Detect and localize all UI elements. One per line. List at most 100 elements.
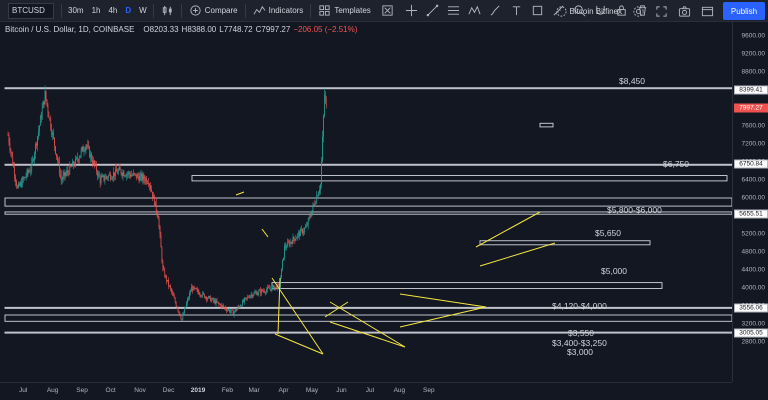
annotation-4120-4000: $4,120-$4,000 [552, 301, 607, 311]
compare-button[interactable]: Compare [184, 0, 243, 22]
price-tick: 8800.00 [741, 68, 766, 76]
price-tick: 4400.00 [741, 266, 766, 274]
magnet-icon[interactable] [594, 4, 607, 17]
candle-body [291, 242, 293, 244]
interval-30m[interactable]: 30m [68, 6, 84, 15]
candle-body [134, 172, 135, 174]
layout-button[interactable] [696, 0, 719, 22]
candle-body [68, 172, 70, 175]
candle-body [37, 136, 38, 146]
fullscreen-button[interactable] [650, 0, 673, 22]
time-tick: Apr [278, 387, 289, 394]
candle-body [218, 302, 220, 304]
candle-body [64, 172, 66, 176]
candle-body [244, 298, 245, 302]
candle-body [89, 147, 91, 158]
snapshot-button[interactable] [673, 0, 696, 22]
candle-body [147, 182, 148, 184]
fx-button[interactable] [376, 0, 399, 22]
candle-body [117, 170, 119, 174]
candle-body [206, 296, 207, 300]
candle-body [57, 156, 58, 161]
top-toolbar: 30m 1h 4h D W Compare Indicators Templat… [0, 0, 768, 22]
price-tick: 7600.00 [741, 122, 766, 130]
templates-button[interactable]: Templates [313, 0, 375, 22]
time-tick: Jul [365, 387, 375, 394]
time-tick: Sep [76, 387, 88, 394]
legend-high: H8388.00 [181, 25, 217, 34]
price-chart-svg[interactable] [0, 22, 732, 382]
candle-body [85, 145, 87, 151]
lock-icon[interactable] [615, 4, 628, 17]
candle-body [150, 185, 151, 190]
toolbar-divider [244, 3, 246, 18]
crosshair-icon[interactable] [405, 4, 418, 17]
candle-body [83, 150, 85, 152]
drawing-wedge-left [277, 277, 281, 335]
candle-body [249, 295, 251, 298]
candle-body [322, 136, 323, 162]
time-tick: Aug [393, 387, 406, 394]
shape-icon[interactable] [531, 4, 544, 17]
candle-body [12, 155, 14, 165]
candle-body [308, 216, 310, 219]
interval-d[interactable]: D [125, 6, 132, 15]
alert-icon [381, 4, 394, 17]
candle-body [274, 287, 276, 290]
trend-line-icon[interactable] [426, 4, 439, 17]
price-tick: 9600.00 [741, 32, 766, 40]
time-axis[interactable]: Jul Aug Sep Oct Nov Dec 2019 Feb Mar Apr May Jun Jul… [0, 382, 732, 400]
level-7600-box [539, 122, 554, 128]
drawing-triangle-upper [329, 301, 406, 348]
candle-body [134, 173, 136, 175]
interval-1h[interactable]: 1h [91, 6, 101, 15]
candle-body [130, 174, 131, 177]
candle-body [273, 285, 275, 290]
brush-icon[interactable] [489, 4, 502, 17]
candle-body [115, 168, 116, 177]
candle-body [90, 153, 91, 158]
candle-body [173, 296, 175, 299]
candle-body [63, 172, 65, 176]
candle-body [154, 201, 156, 206]
symbol-input[interactable] [8, 2, 54, 19]
candle-body [112, 177, 113, 179]
fib-icon[interactable] [447, 4, 460, 17]
measure-icon[interactable] [552, 4, 565, 17]
candle-body [170, 285, 171, 289]
settings-button[interactable] [627, 0, 650, 22]
chart-pane[interactable] [0, 22, 732, 382]
candle-body [109, 174, 110, 176]
candle-body [302, 229, 303, 234]
interval-4h[interactable]: 4h [108, 6, 118, 15]
zoom-icon[interactable] [573, 4, 586, 17]
candle-body [26, 170, 28, 177]
candle-body [138, 176, 140, 182]
candle-body [174, 298, 176, 303]
symbol-search[interactable] [0, 0, 59, 22]
candle-body [295, 238, 297, 241]
candle-body [226, 309, 227, 311]
candle-body [222, 305, 224, 306]
price-axis[interactable]: 9600.009200.008800.008400.008000.007600.… [732, 22, 768, 382]
data-source-selector[interactable]: Bitcoin Bitfinex [550, 0, 627, 22]
drawing-channel-lower [479, 242, 556, 267]
publish-button[interactable]: Publish [723, 2, 765, 20]
candle-body [79, 155, 81, 158]
candle-body [178, 311, 180, 313]
candle-body [318, 192, 319, 197]
pattern-icon[interactable] [468, 4, 481, 17]
candle-body [31, 162, 33, 170]
level-5000-box [479, 240, 651, 246]
price-tag: 3005.05 [734, 328, 768, 338]
candle-body [30, 169, 32, 172]
interval-w[interactable]: W [139, 6, 147, 15]
candle-body [210, 299, 212, 302]
candles-icon [161, 4, 174, 17]
indicators-button[interactable]: Indicators [248, 0, 309, 22]
candle-body [294, 238, 296, 241]
drawing-wedge-lower [274, 333, 324, 355]
candle-body [20, 182, 22, 187]
text-icon[interactable] [510, 4, 523, 17]
chart-type-button[interactable] [156, 0, 179, 22]
